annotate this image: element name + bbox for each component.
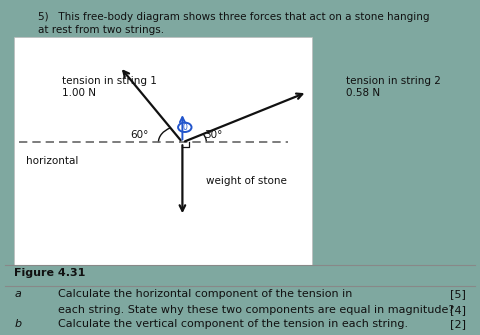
Text: Figure 4.31: Figure 4.31 (14, 268, 86, 278)
Text: b: b (14, 319, 22, 329)
Text: 0: 0 (182, 123, 187, 132)
Text: 30°: 30° (204, 130, 223, 140)
Text: horizontal: horizontal (26, 156, 79, 166)
Text: Calculate the horizontal component of the tension in: Calculate the horizontal component of th… (58, 289, 352, 299)
Text: weight of stone: weight of stone (206, 176, 287, 186)
Text: [2]: [2] (450, 319, 466, 329)
Text: Calculate the vertical component of the tension in each string.: Calculate the vertical component of the … (58, 319, 408, 329)
Text: 60°: 60° (130, 130, 148, 140)
FancyBboxPatch shape (14, 37, 312, 265)
Text: [4]: [4] (450, 305, 466, 315)
Text: 5)   This free-body diagram shows three forces that act on a stone hanging: 5) This free-body diagram shows three fo… (38, 12, 430, 22)
Text: tension in string 1
1.00 N: tension in string 1 1.00 N (62, 76, 157, 98)
Text: [5]: [5] (450, 289, 466, 299)
Text: tension in string 2
0.58 N: tension in string 2 0.58 N (346, 76, 441, 98)
Text: each string. State why these two components are equal in magnitude?: each string. State why these two compone… (58, 305, 454, 315)
Text: a: a (14, 289, 21, 299)
Text: at rest from two strings.: at rest from two strings. (38, 25, 165, 35)
